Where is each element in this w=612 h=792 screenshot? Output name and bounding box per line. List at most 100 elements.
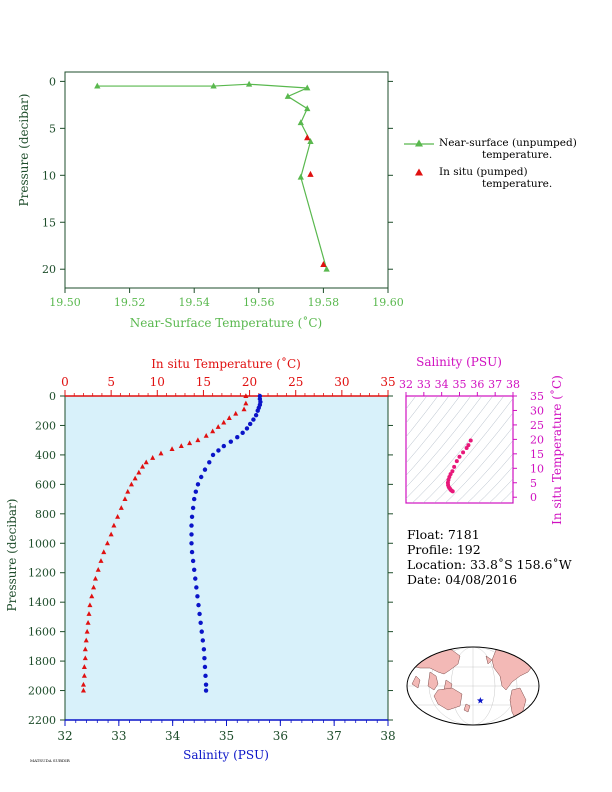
credit-text: MATSUDA SUBDIR bbox=[30, 758, 70, 763]
salinity-point bbox=[202, 655, 207, 661]
temperature-point bbox=[86, 611, 92, 616]
density-contour bbox=[456, 440, 513, 503]
ts-point bbox=[457, 454, 462, 459]
salinity-point bbox=[240, 430, 245, 436]
salinity-axis-label: Salinity (PSU) bbox=[183, 748, 269, 762]
salinity-point bbox=[221, 443, 227, 449]
salinity-point bbox=[190, 558, 196, 564]
ts-salinity-tick-label: 35 bbox=[453, 378, 467, 391]
salinity-point bbox=[192, 496, 197, 502]
temperature-point bbox=[243, 400, 249, 406]
temperature-ticks: 0 5 10 15 20 25 30 35 bbox=[61, 375, 396, 396]
density-contour bbox=[445, 426, 513, 503]
profile-number: Profile: 192 bbox=[407, 542, 481, 557]
near-surface-x-ticks: 19.50 19.52 19.54 19.56 19.58 19.60 bbox=[49, 288, 404, 309]
salinity-point bbox=[235, 435, 240, 440]
ts-temperature-tick-label: 0 bbox=[530, 491, 537, 504]
unpumped-point bbox=[304, 105, 311, 112]
legend-pumped: In situ (pumped) temperature. bbox=[404, 166, 577, 190]
salinity-point bbox=[210, 452, 216, 458]
red-triangle-icon bbox=[415, 168, 423, 176]
ts-point bbox=[454, 459, 459, 464]
salinity-point bbox=[198, 474, 204, 480]
density-contour bbox=[467, 453, 513, 503]
unpumped-point bbox=[297, 173, 304, 180]
temperature-point bbox=[108, 531, 114, 537]
legend-unpumped-line2: temperature. bbox=[482, 149, 553, 161]
density-contour bbox=[406, 396, 472, 476]
density-contour bbox=[423, 398, 513, 503]
temperature-point bbox=[215, 424, 221, 429]
pressure-tick-label: 600 bbox=[35, 478, 56, 491]
ts-salinity-tick-label: 33 bbox=[417, 378, 431, 391]
green-triangle-line-icon bbox=[404, 139, 434, 147]
pressure-tick-label: 1600 bbox=[28, 626, 56, 639]
salinity-point bbox=[193, 489, 199, 494]
near-surface-x-tick-label: 19.56 bbox=[243, 296, 275, 309]
near-surface-x-tick-label: 19.52 bbox=[114, 296, 146, 309]
density-contour bbox=[434, 412, 513, 503]
salinity-point bbox=[255, 408, 260, 413]
profile-plot-area bbox=[64, 395, 389, 721]
salinity-point bbox=[193, 576, 198, 581]
temperature-point bbox=[104, 540, 110, 546]
salinity-point bbox=[203, 682, 209, 687]
salinity-point bbox=[189, 514, 195, 519]
salinity-tick-label: 37 bbox=[327, 729, 342, 743]
temperature-point bbox=[81, 664, 87, 669]
location-map bbox=[406, 646, 540, 726]
ts-salinity-ticks: 32 33 34 35 36 37 38 bbox=[399, 378, 520, 396]
unpumped-point bbox=[245, 80, 253, 87]
salinity-point bbox=[244, 426, 250, 431]
density-contour bbox=[406, 396, 483, 488]
ts-point bbox=[468, 438, 473, 443]
ts-point bbox=[466, 443, 471, 448]
salinity-point bbox=[207, 460, 212, 465]
salinity-point bbox=[195, 482, 201, 487]
ts-salinity-tick-label: 37 bbox=[488, 378, 502, 391]
density-contour bbox=[478, 466, 513, 503]
salinity-point bbox=[201, 647, 207, 652]
salinity-point bbox=[189, 541, 194, 546]
temperature-axis-label: In situ Temperature (˚C) bbox=[151, 356, 301, 371]
density-contours bbox=[406, 396, 513, 503]
temperature-point bbox=[203, 432, 209, 438]
temperature-point bbox=[84, 628, 90, 634]
density-contour bbox=[412, 396, 505, 503]
near-surface-legend: Near-surface (unpumped) temperature. In … bbox=[404, 137, 577, 195]
salinity-point bbox=[192, 567, 197, 572]
temperature-point bbox=[111, 522, 117, 528]
near-surface-y-tick-label: 10 bbox=[42, 169, 56, 182]
temperature-tick-label: 20 bbox=[242, 375, 257, 389]
salinity-point bbox=[194, 585, 199, 590]
salinity-point bbox=[202, 467, 208, 472]
density-contour bbox=[406, 396, 461, 464]
near-surface-x-tick-label: 19.58 bbox=[308, 296, 340, 309]
unpumped-point bbox=[304, 84, 311, 91]
temperature-point bbox=[82, 655, 88, 661]
ts-point bbox=[452, 464, 457, 469]
temperature-tick-label: 25 bbox=[288, 375, 303, 389]
temperature-tick-label: 0 bbox=[61, 375, 69, 389]
salinity-tick-label: 32 bbox=[57, 729, 72, 743]
salinity-point bbox=[202, 664, 208, 670]
temperature-point bbox=[195, 437, 201, 443]
unpumped-point bbox=[307, 137, 314, 144]
salinity-ticks: 32 33 34 35 36 37 38 bbox=[57, 720, 396, 743]
near-surface-x-tick-label: 19.60 bbox=[372, 296, 404, 309]
salinity-tick-label: 34 bbox=[165, 729, 181, 743]
temperature-point bbox=[87, 602, 93, 608]
ts-temperature-label: In situ Temperature (˚C) bbox=[549, 375, 564, 525]
salinity-tick-label: 38 bbox=[380, 729, 395, 743]
ts-point bbox=[450, 489, 455, 494]
ts-temperature-tick-label: 35 bbox=[530, 390, 544, 403]
unpumped-point bbox=[284, 92, 292, 99]
salinity-point bbox=[189, 523, 194, 528]
temperature-tick-label: 15 bbox=[196, 375, 211, 389]
pressure-tick-label: 1800 bbox=[28, 655, 56, 668]
temperature-point bbox=[80, 687, 86, 693]
salinity-point bbox=[203, 673, 208, 679]
temperature-point bbox=[92, 575, 98, 581]
salinity-point bbox=[195, 594, 200, 599]
